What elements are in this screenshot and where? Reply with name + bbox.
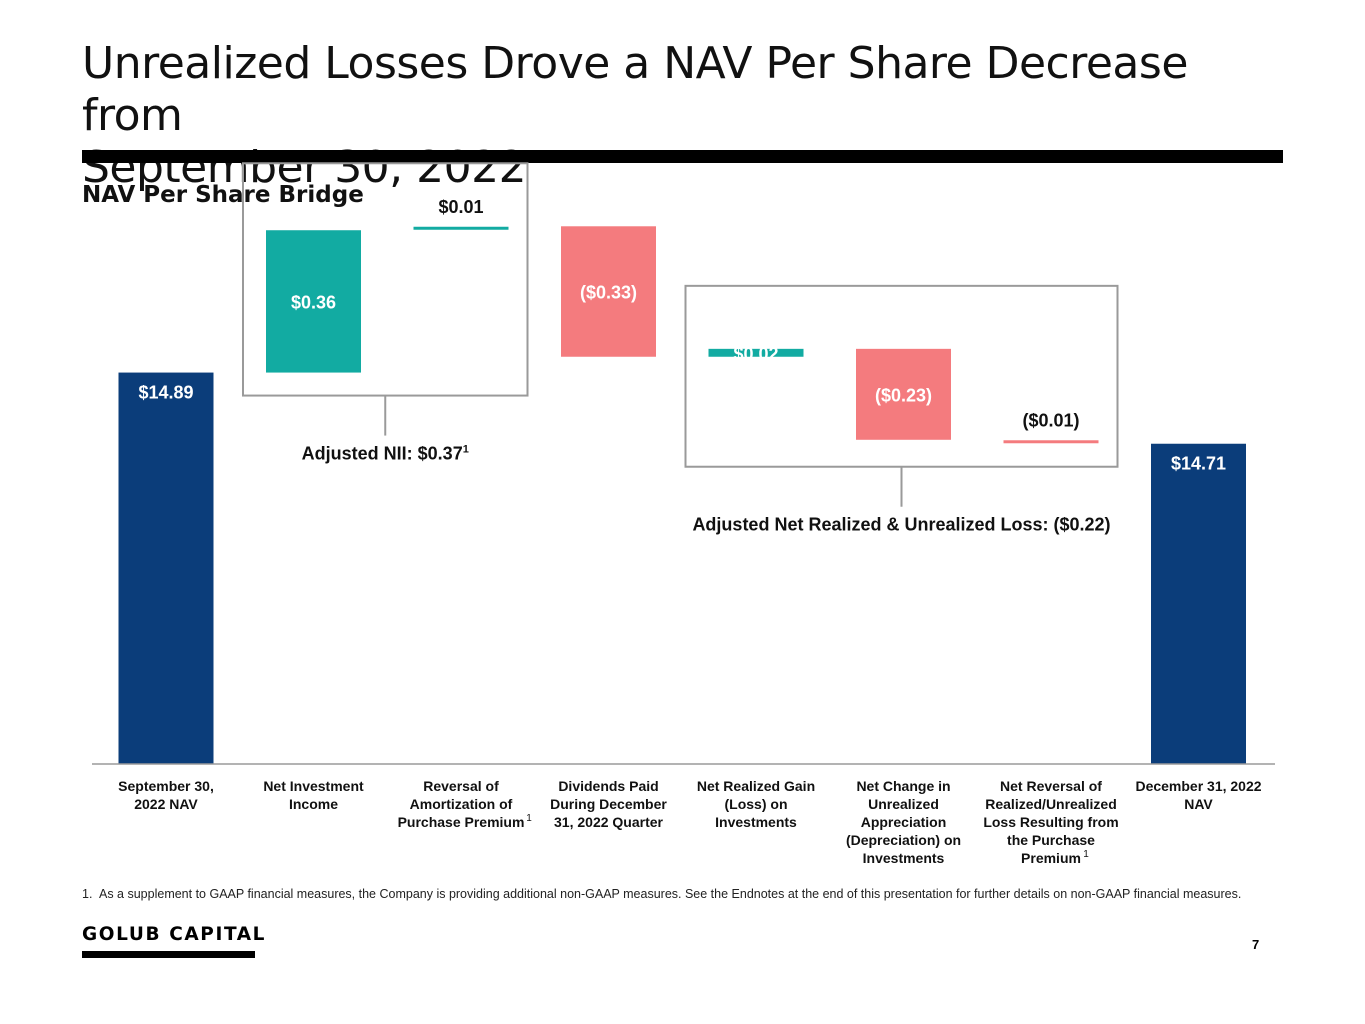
category-label-line: Premium [1021, 850, 1081, 866]
category-label-line: Appreciation [861, 814, 947, 830]
category-label-line: Net Change in [856, 778, 950, 794]
category-label-line: December 31, 2022 [1135, 778, 1261, 794]
category-label-4: Dividends Paid During December 31, 2022 Qu… [550, 778, 667, 830]
category-label-line: Reversal of [423, 778, 499, 794]
bar-value-label-2: $0.36 [291, 292, 336, 312]
logo-underline [82, 951, 255, 958]
annotation-superscript-1: 1 [463, 444, 469, 456]
page-number: 7 [1252, 937, 1260, 952]
bar-2 [266, 230, 361, 373]
category-label-line: Net Investment [263, 778, 364, 794]
category-label-line: the Purchase [1007, 832, 1095, 848]
category-label-line: NAV [1184, 796, 1213, 812]
nav-bridge-chart: Adjusted NII: $0.371 Adjusted Net Realize… [92, 162, 1275, 866]
annotation-label-1: Adjusted NII: $0.371 [302, 444, 469, 464]
category-label-5: Net Realized Gain (Loss) on Investments [697, 778, 815, 830]
bar-value-label-3: $0.01 [438, 197, 483, 217]
category-label-line: Amortization of [410, 796, 513, 812]
bar-7 [1003, 440, 1099, 444]
chart-subtitle: NAV Per Share Bridge [82, 182, 364, 208]
category-footnote-marker-3: 1 [526, 813, 532, 824]
category-label-6: Net Change in Unrealized Appreciation (Depr… [846, 778, 961, 866]
footnote-number: 1. [82, 887, 93, 901]
category-label-line: 31, 2022 Quarter [554, 814, 664, 830]
bar-8 [1151, 443, 1246, 764]
category-label-line: Investments [863, 850, 945, 866]
bar-3 [413, 226, 509, 230]
bar-value-label-1: $14.89 [138, 383, 193, 403]
category-label-line: Net Realized Gain [697, 778, 815, 794]
category-label-line: Purchase Premium [398, 814, 525, 830]
bar-4 [561, 226, 656, 357]
category-label-line: Unrealized [868, 796, 939, 812]
category-label-line: September 30, [118, 778, 214, 794]
footnote-text: As a supplement to GAAP financial measur… [99, 887, 1242, 901]
category-label-3: Reversal of Amortization of Purchase Premi… [398, 778, 525, 830]
category-label-line: Net Reversal of [1000, 778, 1102, 794]
bar-value-label-4: ($0.33) [580, 283, 637, 303]
company-logo: GOLUB CAPITAL [82, 924, 267, 945]
bar-1 [118, 372, 214, 764]
category-label-line: Realized/Unrealized [985, 796, 1117, 812]
category-label-line: Income [289, 796, 338, 812]
bar-6 [856, 348, 951, 440]
category-label-line: Dividends Paid [558, 778, 658, 794]
category-label-8: December 31, 2022 NAV [1135, 778, 1261, 812]
bar-5 [708, 348, 804, 357]
category-label-2: Net Investment Income [263, 778, 364, 812]
bar-value-label-5: $0.02 [733, 344, 778, 364]
category-label-line: Loss Resulting from [983, 814, 1118, 830]
page-title-line-1: Unrealized Losses Drove a NAV Per Share … [82, 38, 1188, 141]
title-divider [82, 150, 1283, 163]
category-label-1: September 30, 2022 NAV [118, 778, 214, 812]
bar-value-label-8: $14.71 [1171, 454, 1226, 474]
category-label-line: Investments [715, 814, 797, 830]
category-label-line: 2022 NAV [134, 796, 198, 812]
bar-value-label-7: ($0.01) [1022, 410, 1079, 430]
footnote: 1. As a supplement to GAAP financial mea… [82, 886, 1262, 902]
category-footnote-marker-7: 1 [1083, 849, 1089, 860]
annotation-label-2: Adjusted Net Realized & Unrealized Loss:… [692, 515, 1110, 535]
bracket-box-1 [242, 162, 529, 397]
category-label-line: During December [550, 796, 667, 812]
bar-value-label-6: ($0.23) [875, 385, 932, 405]
category-label-7: Net Reversal of Realized/Unrealized Loss R… [983, 778, 1118, 866]
category-label-line: (Loss) on [725, 796, 788, 812]
category-label-line: (Depreciation) on [846, 832, 961, 848]
